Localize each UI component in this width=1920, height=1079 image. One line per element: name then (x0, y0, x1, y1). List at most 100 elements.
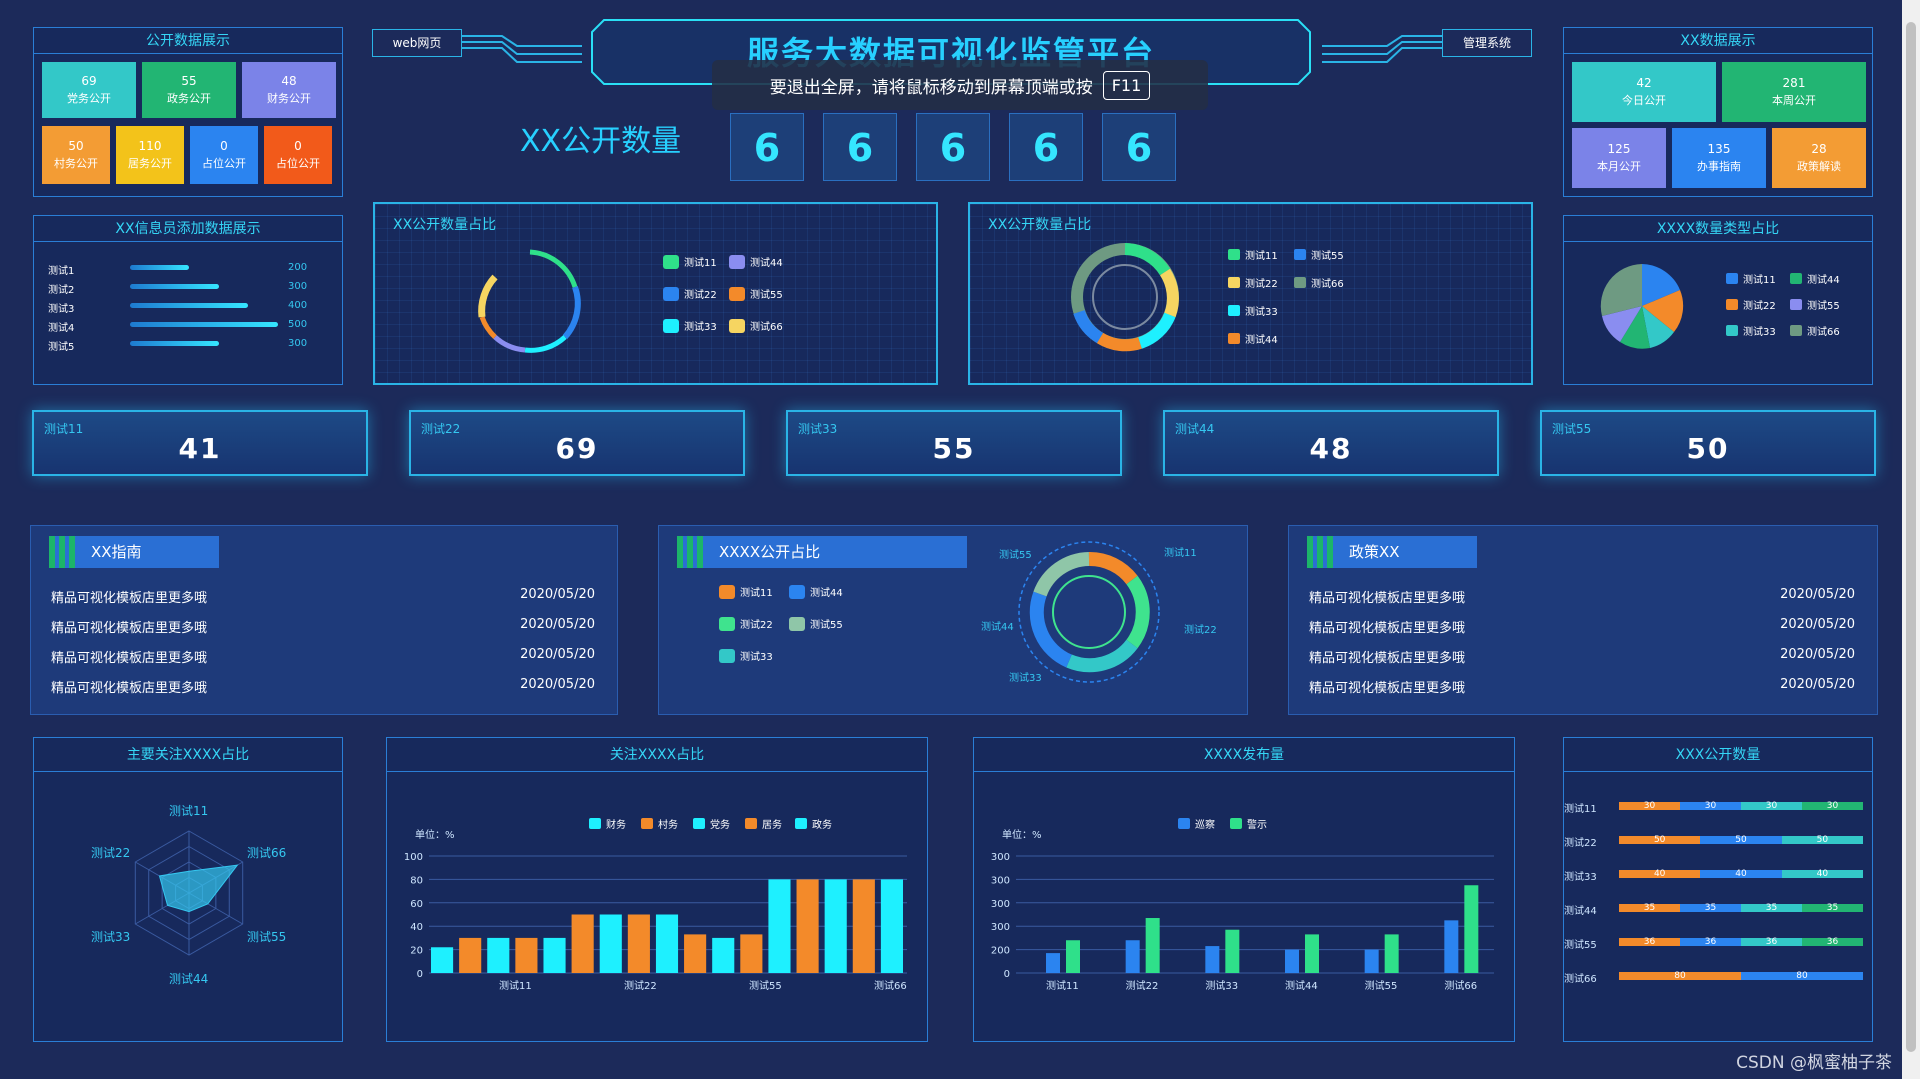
left-link-box[interactable]: web网页 (372, 29, 462, 57)
news-row[interactable]: 精品可视化模板店里更多哦 2020/05/20 (1309, 587, 1855, 607)
x-tick-label: 测试44 (1285, 979, 1318, 992)
data-tile: 0 占位公开 (190, 126, 258, 184)
bar[interactable] (740, 934, 763, 973)
stack-bar[interactable]: 36 36 36 36 (1619, 938, 1863, 947)
bar[interactable] (712, 937, 735, 973)
bar[interactable] (1364, 949, 1379, 973)
legend-item[interactable]: 警示 (1230, 816, 1267, 831)
legend-item[interactable]: 测试55 (789, 616, 843, 631)
news-row[interactable]: 精品可视化模板店里更多哦 2020/05/20 (1309, 617, 1855, 637)
bar[interactable] (880, 879, 903, 973)
legend-item[interactable]: 测试11 (1726, 271, 1776, 286)
left-link[interactable]: web网页 (392, 36, 442, 50)
bar[interactable] (1046, 953, 1060, 973)
bar[interactable] (796, 879, 819, 973)
legend-item[interactable]: 测试55 (1790, 297, 1840, 312)
bar[interactable] (515, 937, 538, 973)
bar[interactable] (852, 879, 875, 973)
legend-item[interactable]: 测试22 (663, 286, 717, 301)
legend-item[interactable]: 党务 (693, 816, 730, 831)
news-row[interactable]: 精品可视化模板店里更多哦 2020/05/20 (51, 587, 595, 607)
bar[interactable] (543, 937, 566, 973)
news-row[interactable]: 精品可视化模板店里更多哦 2020/05/20 (1309, 647, 1855, 667)
bar[interactable] (1285, 949, 1299, 973)
scrollbar-thumb[interactable] (1906, 22, 1916, 1052)
legend-item[interactable]: 测试11 (719, 584, 773, 599)
bar[interactable] (824, 879, 847, 973)
legend-item[interactable]: 测试33 (1726, 323, 1776, 338)
legend-item[interactable]: 政务 (795, 816, 832, 831)
news-text[interactable]: 精品可视化模板店里更多哦 (51, 621, 208, 636)
y-tick-label: 60 (410, 899, 423, 910)
stat-label: 测试11 (44, 422, 84, 436)
bar[interactable] (1145, 918, 1160, 973)
legend-swatch (719, 616, 735, 631)
news-text[interactable]: 精品可视化模板店里更多哦 (51, 591, 208, 606)
bar[interactable] (1225, 929, 1240, 973)
count-digit: 6 (916, 113, 990, 181)
x-tick-label: 测试33 (1205, 979, 1238, 992)
legend-item[interactable]: 测试66 (729, 318, 783, 333)
bar[interactable] (1444, 920, 1459, 973)
bar[interactable] (571, 914, 594, 974)
admin-row-bar (130, 265, 190, 270)
legend-item[interactable]: 居务 (745, 816, 782, 831)
legend-item[interactable]: 测试66 (1294, 275, 1344, 290)
legend-item[interactable]: 测试44 (729, 254, 783, 269)
news-text[interactable]: 精品可视化模板店里更多哦 (1309, 681, 1466, 696)
legend-item[interactable]: 测试11 (1228, 247, 1278, 262)
legend-item[interactable]: 测试22 (1726, 297, 1776, 312)
stack-row: 测试33 40 40 40 (1564, 868, 1863, 883)
legend-item[interactable]: 测试22 (1228, 275, 1278, 290)
stack-bar[interactable]: 40 40 40 (1619, 870, 1863, 879)
legend-swatch (1228, 277, 1240, 288)
legend-item[interactable]: 测试33 (719, 648, 773, 663)
legend-item[interactable]: 测试55 (729, 286, 783, 301)
stack-row-name: 测试44 (1564, 906, 1597, 917)
legend-item[interactable]: 村务 (641, 816, 678, 831)
legend-item[interactable]: 测试33 (1228, 303, 1278, 318)
bar[interactable] (768, 879, 791, 973)
bar[interactable] (487, 937, 510, 973)
legend-item[interactable]: 财务 (589, 816, 626, 831)
news-row[interactable]: 精品可视化模板店里更多哦 2020/05/20 (51, 617, 595, 637)
stack-bar[interactable]: 30 30 30 30 (1619, 802, 1863, 811)
bar[interactable] (1066, 940, 1080, 973)
right-link[interactable]: 管理系统 (1462, 36, 1511, 50)
bar[interactable] (684, 934, 707, 973)
bar[interactable] (431, 947, 454, 973)
stack-bar[interactable]: 50 50 50 (1619, 836, 1863, 845)
bar[interactable] (1125, 940, 1140, 973)
legend-item[interactable]: 测试66 (1790, 323, 1840, 338)
news-row[interactable]: 精品可视化模板店里更多哦 2020/05/20 (1309, 677, 1855, 697)
bar[interactable] (1205, 946, 1220, 973)
right-link-box[interactable]: 管理系统 (1442, 29, 1532, 57)
legend-item[interactable]: 测试33 (663, 318, 717, 333)
legend-item[interactable]: 巡察 (1178, 816, 1215, 831)
news-text[interactable]: 精品可视化模板店里更多哦 (1309, 621, 1466, 636)
news-text[interactable]: 精品可视化模板店里更多哦 (1309, 591, 1466, 606)
legend-item[interactable]: 测试44 (789, 584, 843, 599)
news-row[interactable]: 精品可视化模板店里更多哦 2020/05/20 (51, 647, 595, 667)
legend-item[interactable]: 测试22 (719, 616, 773, 631)
bar[interactable] (627, 914, 650, 974)
news-row[interactable]: 精品可视化模板店里更多哦 2020/05/20 (51, 677, 595, 697)
bar[interactable] (655, 914, 679, 974)
bar[interactable] (599, 914, 622, 974)
stack-bar[interactable]: 35 35 35 35 (1619, 904, 1863, 913)
stack-bar[interactable]: 80 80 (1619, 972, 1863, 981)
scrollbar[interactable] (1902, 0, 1920, 1079)
legend-item[interactable]: 测试11 (663, 254, 717, 269)
bar[interactable] (459, 937, 482, 973)
news-text[interactable]: 精品可视化模板店里更多哦 (1309, 651, 1466, 666)
stack-row: 测试44 35 35 35 35 (1564, 902, 1863, 917)
news-text[interactable]: 精品可视化模板店里更多哦 (51, 651, 208, 666)
legend-item[interactable]: 测试44 (1228, 331, 1278, 346)
bar[interactable] (1305, 934, 1319, 973)
admin-row-bar (130, 284, 219, 289)
bar[interactable] (1464, 885, 1479, 973)
legend-item[interactable]: 测试44 (1790, 271, 1840, 286)
bar[interactable] (1384, 934, 1399, 973)
legend-item[interactable]: 测试55 (1294, 247, 1344, 262)
news-text[interactable]: 精品可视化模板店里更多哦 (51, 681, 208, 696)
